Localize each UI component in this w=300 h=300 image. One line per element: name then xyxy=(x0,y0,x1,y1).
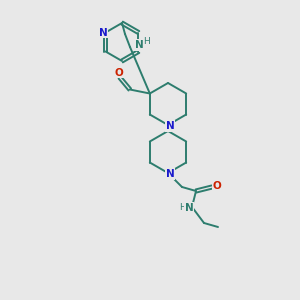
Text: N: N xyxy=(184,203,194,213)
Text: H: H xyxy=(144,38,150,46)
Text: H: H xyxy=(178,203,185,212)
Text: N: N xyxy=(166,121,174,131)
Text: N: N xyxy=(166,169,174,179)
Text: O: O xyxy=(114,68,123,77)
Text: N: N xyxy=(135,40,143,50)
Text: O: O xyxy=(213,181,221,191)
Text: N: N xyxy=(99,28,108,38)
